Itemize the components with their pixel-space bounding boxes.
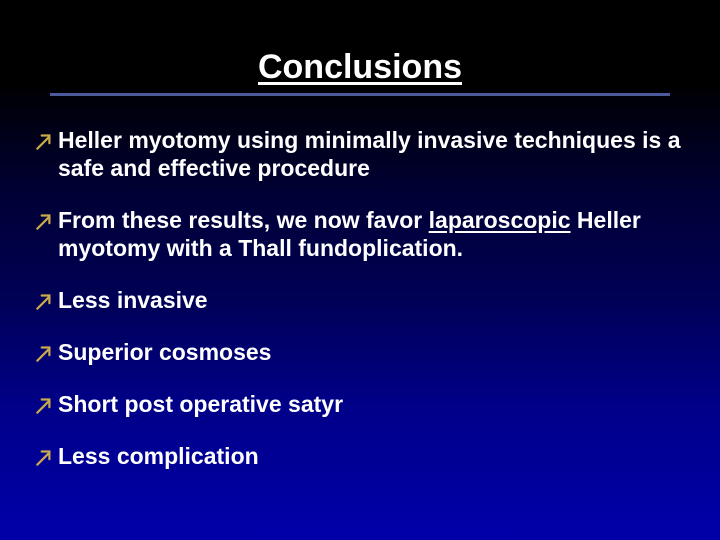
list-item: From these results, we now favor laparos…	[34, 206, 692, 262]
list-item: Heller myotomy using minimally invasive …	[34, 126, 692, 182]
list-item: Superior cosmoses	[34, 338, 692, 366]
bullet-underline: laparoscopic	[429, 207, 571, 233]
title-wrap: Conclusions	[28, 48, 692, 87]
title-underline-rule	[50, 93, 670, 96]
list-item: Less invasive	[34, 286, 692, 314]
slide: Conclusions Heller myotomy using minimal…	[0, 0, 720, 540]
bullet-text: Heller myotomy using minimally invasive …	[58, 126, 692, 182]
bullet-text: Superior cosmoses	[58, 338, 692, 366]
bullet-text: Less complication	[58, 442, 692, 470]
list-item: Short post operative satyr	[34, 390, 692, 418]
bullet-list: Heller myotomy using minimally invasive …	[28, 126, 692, 470]
bullet-pre: Less complication	[58, 443, 259, 469]
bullet-text: Less invasive	[58, 286, 692, 314]
bullet-arrow-icon	[34, 290, 56, 312]
bullet-pre: Heller myotomy using minimally invasive …	[58, 127, 681, 181]
slide-title: Conclusions	[258, 48, 462, 87]
bullet-arrow-icon	[34, 394, 56, 416]
bullet-text: Short post operative satyr	[58, 390, 692, 418]
list-item: Less complication	[34, 442, 692, 470]
bullet-arrow-icon	[34, 342, 56, 364]
bullet-pre: From these results, we now favor	[58, 207, 429, 233]
bullet-pre: Less invasive	[58, 287, 208, 313]
bullet-arrow-icon	[34, 210, 56, 232]
bullet-arrow-icon	[34, 446, 56, 468]
bullet-arrow-icon	[34, 130, 56, 152]
bullet-pre: Short post operative satyr	[58, 391, 343, 417]
bullet-text: From these results, we now favor laparos…	[58, 206, 692, 262]
bullet-pre: Superior cosmoses	[58, 339, 271, 365]
